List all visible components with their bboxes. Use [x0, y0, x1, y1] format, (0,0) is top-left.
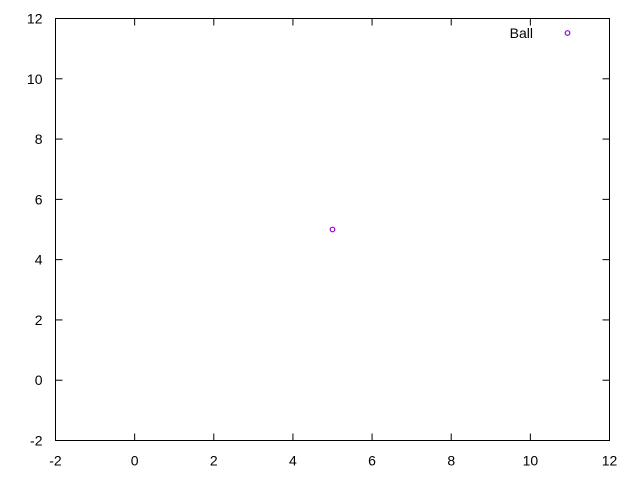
x-axis: -2 0 2 4 6 8 10 12 — [49, 18, 618, 469]
y-tick-label: 10 — [27, 71, 43, 87]
y-axis: -2 0 2 4 6 8 10 12 — [27, 11, 610, 449]
x-tick-label: 12 — [602, 453, 618, 469]
legend-marker — [564, 30, 571, 36]
legend-label: Ball — [510, 25, 533, 41]
data-points — [329, 226, 336, 233]
data-point — [329, 226, 336, 233]
x-tick-label: 4 — [289, 453, 297, 469]
x-tick-label: 6 — [368, 453, 376, 469]
y-tick-label: 2 — [35, 312, 43, 328]
y-tick-label: -2 — [30, 433, 43, 449]
x-tick-label: 10 — [523, 453, 539, 469]
y-tick-label: 8 — [35, 131, 43, 147]
y-tick-label: 12 — [27, 11, 43, 27]
plot-frame — [55, 18, 610, 441]
x-tick-label: 0 — [131, 453, 139, 469]
y-tick-label: 6 — [35, 191, 43, 207]
y-tick-label: 4 — [35, 252, 43, 268]
legend: Ball — [510, 25, 571, 41]
x-tick-label: 2 — [210, 453, 218, 469]
x-tick-label: 8 — [447, 453, 455, 469]
y-tick-label: 0 — [35, 372, 43, 388]
x-tick-label: -2 — [49, 453, 62, 469]
